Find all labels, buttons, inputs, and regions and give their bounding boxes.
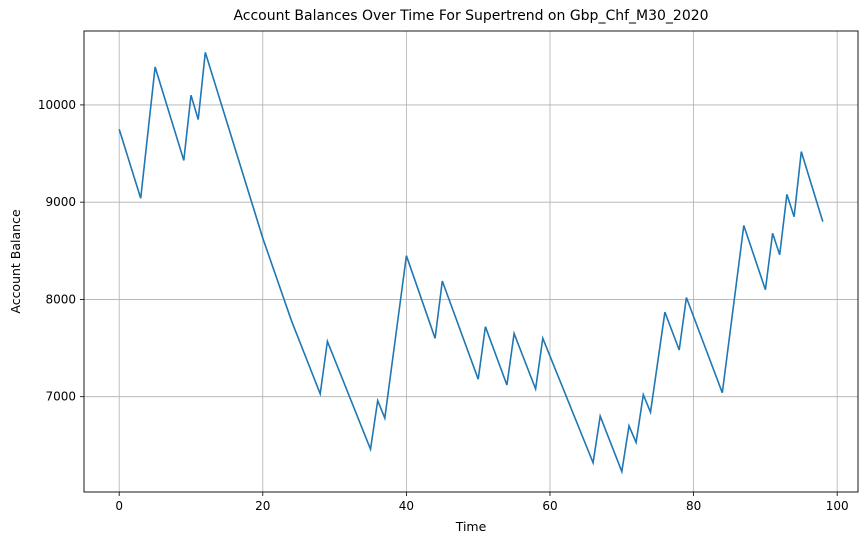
chart-title: Account Balances Over Time For Supertren… xyxy=(233,8,708,24)
x-tick-label: 20 xyxy=(255,499,270,513)
series-line xyxy=(118,52,824,475)
y-axis-label: Account Balance xyxy=(8,209,23,314)
x-tick-label: 60 xyxy=(542,499,557,513)
x-axis-ticks: 0 20 40 60 80 100 xyxy=(115,492,849,513)
y-tick-label: 10000 xyxy=(38,98,76,112)
x-tick-label: 40 xyxy=(399,499,414,513)
x-tick-label: 80 xyxy=(686,499,701,513)
x-axis-label: Time xyxy=(455,519,487,534)
x-tick-label: 100 xyxy=(826,499,849,513)
y-tick-label: 8000 xyxy=(45,292,76,306)
y-tick-label: 7000 xyxy=(45,390,76,404)
y-tick-label: 9000 xyxy=(45,195,76,209)
plot-frame xyxy=(83,30,859,493)
x-tick-label: 0 xyxy=(115,499,123,513)
y-axis-ticks: 7000 8000 9000 10000 xyxy=(38,98,84,404)
grid xyxy=(84,31,858,492)
